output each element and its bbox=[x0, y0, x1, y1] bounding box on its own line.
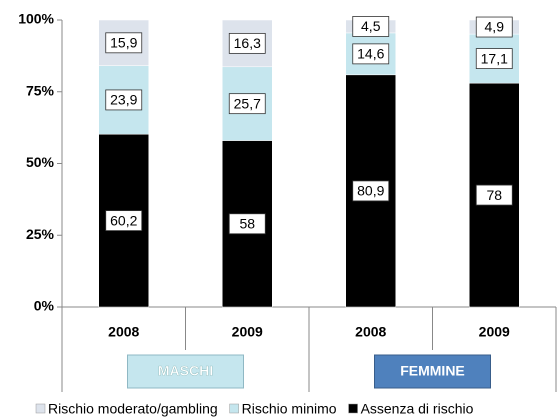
y-tick-label: 50% bbox=[26, 154, 55, 170]
value-label: 15,9 bbox=[110, 35, 137, 51]
value-label-box bbox=[352, 180, 390, 202]
x-tick-label: 2008 bbox=[108, 324, 139, 340]
value-label: 58 bbox=[239, 215, 255, 231]
x-tick-label: 2008 bbox=[355, 324, 386, 340]
group-box bbox=[127, 354, 244, 389]
group-box bbox=[374, 354, 491, 389]
legend-label: Rischio moderato/gambling bbox=[48, 401, 218, 417]
value-label-box bbox=[228, 32, 266, 54]
value-label: 60,2 bbox=[110, 212, 137, 228]
value-label: 4,9 bbox=[485, 19, 505, 35]
group-label: MASCHI bbox=[158, 363, 213, 379]
value-label-box bbox=[475, 184, 513, 206]
value-label-box bbox=[352, 16, 390, 37]
value-label-box bbox=[352, 43, 390, 65]
value-label-box bbox=[475, 48, 513, 70]
value-label-box bbox=[105, 89, 143, 111]
y-tick-label: 25% bbox=[26, 226, 55, 242]
value-label: 4,5 bbox=[361, 18, 381, 34]
value-label-box bbox=[228, 93, 266, 115]
legend-swatch bbox=[348, 403, 358, 414]
value-label: 14,6 bbox=[357, 46, 384, 62]
x-tick-label: 2009 bbox=[479, 324, 510, 340]
y-tick-label: 0% bbox=[34, 298, 55, 314]
legend-swatch bbox=[35, 403, 46, 414]
value-label: 78 bbox=[486, 187, 502, 203]
y-tick-label: 100% bbox=[18, 11, 54, 27]
value-label-box bbox=[105, 32, 143, 54]
legend-label: Rischio minimo bbox=[242, 401, 337, 417]
group-label: FEMMINE bbox=[400, 363, 465, 379]
value-label: 80,9 bbox=[357, 183, 384, 199]
value-label: 23,9 bbox=[110, 92, 137, 108]
value-label-box bbox=[228, 213, 266, 235]
legend-swatch bbox=[229, 403, 239, 414]
legend-label: Assenza di rischio bbox=[361, 401, 474, 417]
value-label-box bbox=[105, 210, 143, 232]
x-tick-label: 2009 bbox=[232, 324, 263, 340]
value-label-box bbox=[475, 16, 513, 38]
value-label: 16,3 bbox=[234, 35, 261, 51]
value-label: 17,1 bbox=[481, 50, 508, 66]
value-label: 25,7 bbox=[234, 95, 261, 111]
y-tick-label: 75% bbox=[26, 82, 55, 98]
